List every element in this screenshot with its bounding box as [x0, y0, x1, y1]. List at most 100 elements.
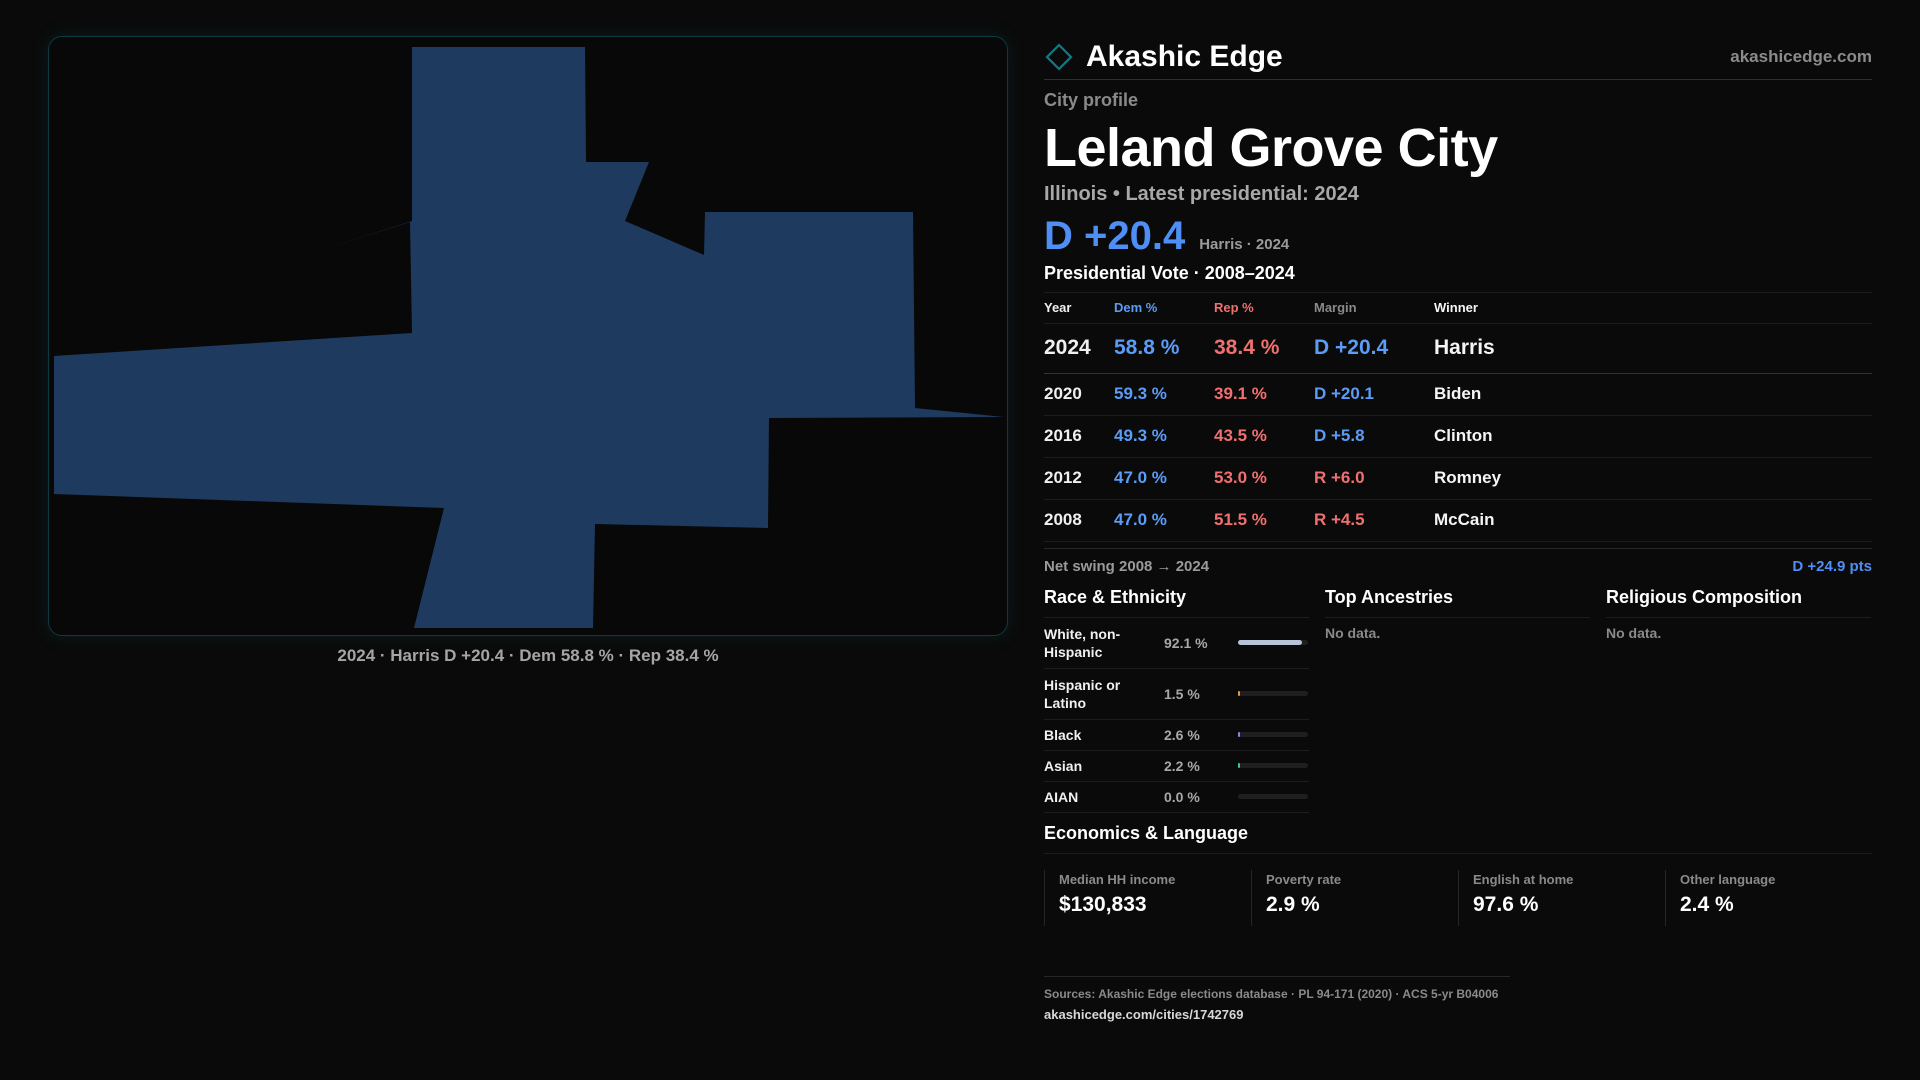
ancestries-empty-text: No data. — [1325, 624, 1381, 641]
sources-footer: Sources: Akashic Edge elections database… — [1044, 975, 1510, 1022]
brand-url-link[interactable]: akashicedge.com — [1730, 46, 1872, 66]
economics-cards: Median HH income $130,833 Poverty rate 2… — [1044, 869, 1872, 926]
column-header-year: Year — [1044, 293, 1114, 324]
stat-card-english-at-home: English at home 97.6 % — [1458, 869, 1665, 926]
map-caption: 2024 · Harris D +20.4 · Dem 58.8 % · Rep… — [337, 646, 719, 665]
stat-label: Poverty rate — [1266, 871, 1342, 887]
race-bar-fill — [1238, 640, 1303, 645]
cell-margin: R +4.5 — [1314, 499, 1434, 542]
cell-winner: Biden — [1434, 373, 1872, 416]
cell-margin: R +6.0 — [1314, 457, 1434, 500]
city-boundary-map — [48, 36, 1008, 636]
cell-rep: 39.1 % — [1214, 373, 1314, 416]
table-row: 2020 59.3 % 39.1 % D +20.1 Biden — [1044, 373, 1872, 416]
profile-panel: Akashic Edge akashicedge.com City profil… — [1044, 34, 1872, 1022]
demographics-row: Race & Ethnicity White, non-Hispanic 92.… — [1044, 587, 1872, 813]
race-row: White, non-Hispanic 92.1 % — [1044, 618, 1309, 669]
race-ethnicity-section: Race & Ethnicity White, non-Hispanic 92.… — [1044, 587, 1309, 813]
table-row: 2024 58.8 % 38.4 % D +20.4 Harris — [1044, 323, 1872, 374]
race-bar — [1238, 794, 1308, 799]
page-url-link[interactable]: akashicedge.com/cities/1742769 — [1044, 1006, 1244, 1022]
stat-value: 2.4 % — [1680, 892, 1734, 916]
cell-dem: 47.0 % — [1114, 499, 1214, 542]
cell-rep: 51.5 % — [1214, 499, 1314, 542]
column-header-dem: Dem % — [1114, 293, 1214, 324]
net-swing-value: D +24.9 pts — [1792, 557, 1872, 575]
cell-rep: 43.5 % — [1214, 415, 1314, 458]
brand[interactable]: Akashic Edge — [1044, 40, 1283, 74]
cell-dem: 49.3 % — [1114, 415, 1214, 458]
race-bar — [1238, 763, 1308, 768]
cell-year: 2012 — [1044, 457, 1114, 500]
cell-dem: 58.8 % — [1114, 323, 1214, 374]
cell-dem: 59.3 % — [1114, 373, 1214, 416]
race-row: Asian 2.2 % — [1044, 751, 1309, 782]
cell-margin: D +5.8 — [1314, 415, 1434, 458]
brand-name: Akashic Edge — [1086, 39, 1283, 73]
city-boundary-shape — [54, 47, 1004, 628]
table-row: 2012 47.0 % 53.0 % R +6.0 Romney — [1044, 457, 1872, 500]
race-bar — [1238, 691, 1308, 696]
brand-bar: Akashic Edge akashicedge.com — [1044, 34, 1872, 80]
race-pct: 2.2 % — [1164, 757, 1200, 774]
economics-section-title: Economics & Language — [1044, 823, 1872, 854]
cell-year: 2008 — [1044, 499, 1114, 542]
race-section-title: Race & Ethnicity — [1044, 587, 1309, 618]
sources-text: Sources: Akashic Edge elections database… — [1044, 986, 1499, 1001]
vote-section-title: Presidential Vote · 2008–2024 — [1044, 263, 1872, 293]
cell-year: 2016 — [1044, 415, 1114, 458]
race-pct: 2.6 % — [1164, 726, 1200, 743]
presidential-vote-table: Year Dem % Rep % Margin Winner 2024 58.8… — [1044, 293, 1872, 542]
stat-card-poverty-rate: Poverty rate 2.9 % — [1251, 869, 1458, 926]
column-header-rep: Rep % — [1214, 293, 1314, 324]
page-title: Leland Grove City — [1044, 118, 1498, 178]
stat-value: $130,833 — [1059, 892, 1147, 916]
stat-value: 2.9 % — [1266, 892, 1320, 916]
cell-year: 2024 — [1044, 323, 1114, 374]
column-header-winner: Winner — [1434, 293, 1872, 324]
cell-margin: D +20.1 — [1314, 373, 1434, 416]
race-row: Black 2.6 % — [1044, 720, 1309, 751]
race-pct: 92.1 % — [1164, 634, 1208, 651]
cell-winner: Romney — [1434, 457, 1872, 500]
ancestries-section-title: Top Ancestries — [1325, 587, 1590, 618]
cell-margin: D +20.4 — [1314, 323, 1434, 374]
headline-margin: D +20.4 — [1044, 214, 1186, 258]
headline-note: Harris · 2024 — [1199, 236, 1290, 253]
stat-label: English at home — [1473, 871, 1574, 887]
table-header-row: Year Dem % Rep % Margin Winner — [1044, 293, 1872, 324]
page-subtitle: Illinois • Latest presidential: 2024 — [1044, 183, 1359, 205]
race-pct: 1.5 % — [1164, 685, 1200, 702]
stat-label: Other language — [1680, 871, 1776, 887]
race-label: White, non-Hispanic — [1044, 625, 1121, 660]
race-label: AIAN — [1044, 788, 1079, 805]
cell-rep: 38.4 % — [1214, 323, 1314, 374]
race-bar — [1238, 640, 1308, 645]
ancestries-section: Top Ancestries No data. — [1325, 587, 1590, 813]
race-label: Asian — [1044, 757, 1083, 774]
race-label: Black — [1044, 726, 1082, 743]
headline-result: D +20.4 Harris · 2024 — [1044, 214, 1872, 259]
race-pct: 0.0 % — [1164, 788, 1200, 805]
diamond-outline-icon — [1044, 42, 1074, 72]
cell-winner: Clinton — [1434, 415, 1872, 458]
cell-rep: 53.0 % — [1214, 457, 1314, 500]
race-bar-fill — [1238, 763, 1240, 768]
column-header-margin: Margin — [1314, 293, 1434, 324]
religion-section-title: Religious Composition — [1606, 587, 1871, 618]
race-bar-fill — [1238, 691, 1240, 696]
table-row: 2016 49.3 % 43.5 % D +5.8 Clinton — [1044, 415, 1872, 458]
cell-winner: Harris — [1434, 323, 1872, 374]
stat-label: Median HH income — [1059, 871, 1176, 887]
stat-value: 97.6 % — [1473, 892, 1539, 916]
race-label: Hispanic or Latino — [1044, 676, 1121, 711]
race-bar-fill — [1238, 732, 1240, 737]
profile-kicker: City profile — [1044, 90, 1139, 110]
race-row: Hispanic or Latino 1.5 % — [1044, 669, 1309, 720]
stat-card-other-language: Other language 2.4 % — [1665, 869, 1872, 926]
table-row: 2008 47.0 % 51.5 % R +4.5 McCain — [1044, 499, 1872, 542]
net-swing-row: Net swing 2008 → 2024 D +24.9 pts — [1044, 547, 1872, 575]
cell-dem: 47.0 % — [1114, 457, 1214, 500]
net-swing-label: Net swing 2008 → 2024 — [1044, 557, 1210, 575]
race-bar — [1238, 732, 1308, 737]
